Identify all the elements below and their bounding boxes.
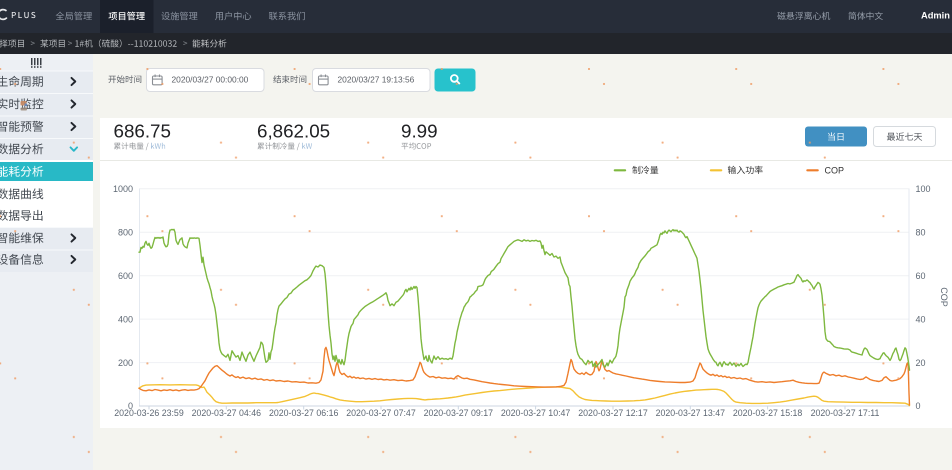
svg-text:Admin: Admin	[921, 11, 950, 21]
